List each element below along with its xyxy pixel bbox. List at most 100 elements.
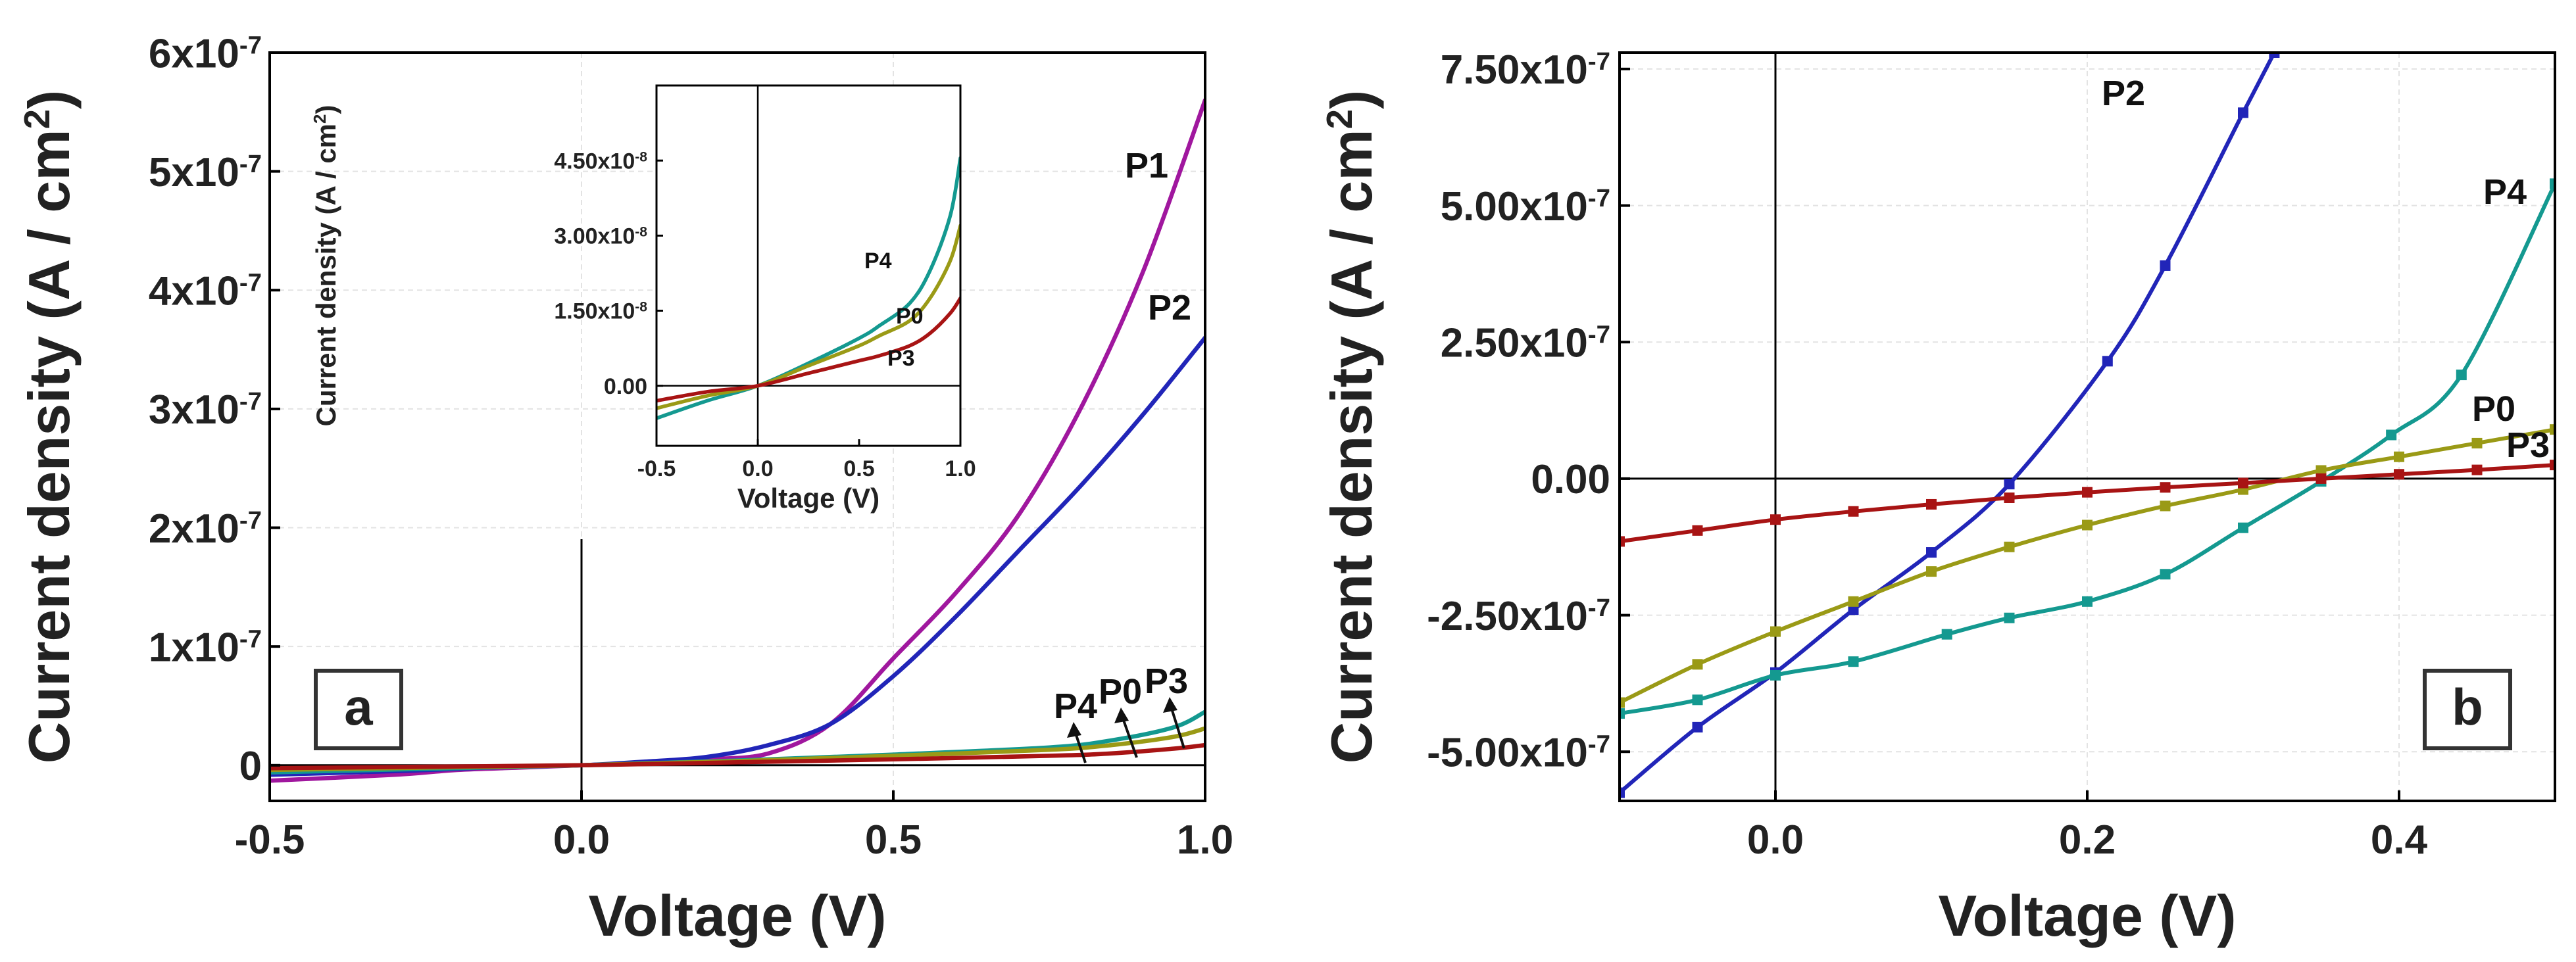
data-point-P2 (2160, 260, 2171, 271)
y-axis-label-end: ) (16, 90, 82, 109)
data-point-P3 (1848, 506, 1859, 517)
y-tick-label-base: 0.00 (1531, 457, 1610, 502)
y-tick-label-exp: -7 (239, 506, 262, 534)
data-point-P0 (2160, 500, 2171, 512)
annotation-arrow-head (1163, 697, 1177, 713)
series-label-P3: P3 (2506, 425, 2550, 465)
y-axis-label-sup: 2 (310, 114, 330, 123)
x-tick-label: 1.0 (945, 456, 976, 481)
data-point-P4 (1848, 656, 1859, 667)
series-line-P0 (656, 224, 960, 410)
y-tick-label: 4x10-7 (149, 268, 262, 314)
y-tick-label-base: -5.00x10 (1427, 731, 1588, 776)
y-tick-label-base: 1.50x10 (554, 299, 635, 324)
data-point-P0 (1770, 626, 1781, 637)
series-label-P2: P2 (2102, 74, 2145, 113)
x-tick-label: 0.2 (2059, 817, 2116, 863)
y-axis-label-sup: 2 (17, 109, 57, 129)
series-label-P4: P4 (2483, 172, 2527, 212)
y-tick-label: 6x10-7 (149, 31, 262, 77)
y-tick-label: 0 (239, 744, 262, 789)
data-point-P3 (1692, 525, 1703, 536)
y-tick-label-exp: -7 (1588, 320, 1610, 349)
plot-frame (655, 84, 962, 447)
y-axis-label-end: ) (310, 105, 341, 114)
y-tick-label-base: 2.50x10 (1441, 321, 1588, 366)
data-point-P4 (2386, 429, 2397, 441)
panel-label-a: a (344, 678, 373, 736)
y-tick-label-base: 4.50x10 (554, 149, 635, 174)
data-point-P2 (1926, 547, 1937, 558)
y-axis-label: Current density (A / cm2) (310, 105, 341, 426)
data-point-P4 (2550, 178, 2555, 189)
data-point-P3 (2394, 469, 2404, 480)
y-tick-label-exp: -8 (635, 299, 647, 314)
y-tick-label: -2.50x10-7 (1427, 593, 1610, 639)
data-point-P2 (1620, 787, 1625, 798)
panel-label-box (314, 669, 403, 750)
inset-series-label-P3: P3 (887, 346, 915, 371)
data-point-P3 (1620, 536, 1625, 547)
y-tick-label: 5.00x10-7 (1441, 183, 1610, 229)
y-tick-label-exp: -7 (239, 625, 262, 653)
x-tick-label: 0.0 (742, 456, 773, 481)
panel-b-chart: 0.0 0.2 0.4-5.00x10-7-2.50x10-70.002.50x10… (1319, 47, 2556, 948)
data-point-P0 (2394, 451, 2404, 462)
data-point-P0 (2082, 519, 2093, 531)
data-point-P4 (2004, 612, 2015, 623)
y-tick-label: -5.00x10-7 (1427, 730, 1610, 776)
data-point-P4 (2082, 596, 2093, 607)
y-tick-label: 0.00 (1531, 457, 1610, 502)
y-tick-label-base: 5.00x10 (1441, 184, 1588, 229)
data-point-P0 (2471, 437, 2483, 448)
series-group (1620, 53, 2555, 798)
x-axis-label: Voltage (V) (588, 883, 886, 948)
y-tick-label-exp: -7 (239, 31, 262, 59)
data-point-P3 (1770, 514, 1781, 525)
data-point-P3 (1926, 498, 1937, 510)
y-tick-label-exp: -7 (239, 268, 262, 297)
y-tick-label-base: 6x10 (149, 31, 239, 76)
data-point-P3 (2160, 482, 2171, 493)
data-point-P0 (1620, 697, 1625, 708)
y-tick-label: 1.50x10-8 (554, 299, 647, 324)
y-tick-label-exp: -8 (635, 149, 647, 164)
y-tick-label-base: 2x10 (149, 506, 239, 552)
data-point-P0 (2550, 424, 2555, 435)
y-axis-label: Current density (A / cm2) (1319, 90, 1384, 764)
y-tick-label-base: 3.00x10 (554, 224, 635, 249)
data-point-P2 (1848, 604, 1859, 615)
data-point-P0 (2004, 541, 2015, 552)
panel-label-b: b (2452, 678, 2483, 736)
data-point-P3 (2550, 460, 2555, 471)
data-point-P2 (2102, 356, 2113, 367)
y-tick-label-base: 7.50x10 (1441, 47, 1588, 93)
y-tick-label-base: 3x10 (149, 387, 239, 433)
data-point-P2 (2238, 107, 2248, 118)
y-tick-label-exp: -7 (1588, 593, 1610, 621)
y-tick-label: 1x10-7 (149, 625, 262, 671)
data-point-P3 (2471, 464, 2483, 475)
annotation-label-P4: P4 (1054, 686, 1097, 726)
y-tick-label: 2.50x10-7 (1441, 320, 1610, 366)
y-tick-label: 4.50x10-8 (554, 149, 647, 174)
data-point-P3 (2004, 492, 2015, 503)
y-tick-label: 3x10-7 (149, 387, 262, 433)
y-axis-label-text: Current density (A / cm (1319, 129, 1384, 763)
inset-series-label-P0: P0 (896, 304, 924, 329)
panel-a-chart: -0.5 0.0 0.5 1.001x10-72x10-73x10-74x10-75x… (16, 31, 1233, 948)
y-tick-label-base: 5x10 (149, 150, 239, 195)
y-tick-label: 0.00 (604, 374, 647, 399)
y-tick-label-exp: -7 (239, 387, 262, 416)
annotation-label-P0: P0 (1099, 672, 1142, 711)
y-axis-label-sup: 2 (1320, 109, 1360, 129)
x-tick-label: 1.0 (1177, 817, 1233, 863)
y-tick-label-exp: -7 (1588, 730, 1610, 758)
annotation-arrow-head (1114, 708, 1129, 723)
data-point-P2 (2004, 479, 2015, 490)
y-tick-label: 3.00x10-8 (554, 224, 647, 249)
y-tick-label-base: 0 (239, 744, 262, 789)
x-tick-label: 0.5 (865, 817, 922, 863)
y-tick-label-exp: -7 (239, 149, 262, 178)
